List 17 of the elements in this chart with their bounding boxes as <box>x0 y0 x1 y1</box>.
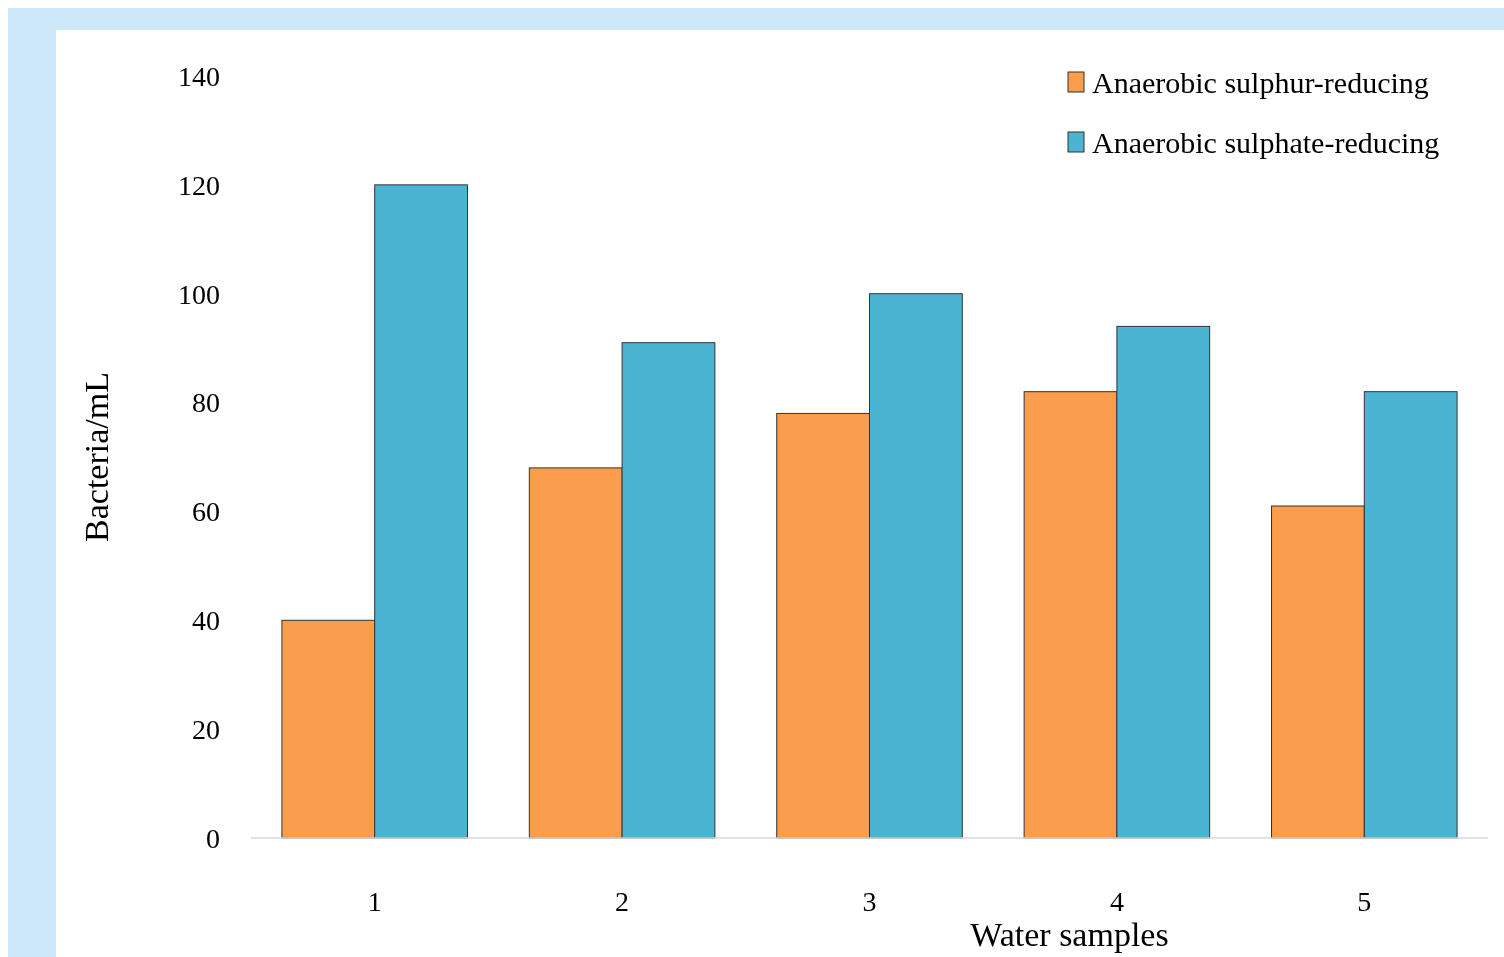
y-tick-label: 40 <box>192 605 220 637</box>
x-tick-label: 4 <box>1109 885 1124 917</box>
x-axis-title: Water samples <box>970 916 1169 953</box>
x-tick-label: 3 <box>862 885 877 917</box>
y-tick-label: 20 <box>192 713 220 745</box>
legend-label: Anaerobic sulphate-reducing <box>1092 125 1440 159</box>
y-tick-label: 100 <box>178 278 220 310</box>
x-tick-label: 2 <box>615 885 630 917</box>
y-tick-label: 80 <box>192 387 220 419</box>
y-tick-label: 120 <box>178 169 220 201</box>
y-tick-label: 0 <box>206 822 220 854</box>
legend-label: Anaerobic sulphur-reducing <box>1092 65 1429 99</box>
y-tick-label: 60 <box>192 496 220 528</box>
y-axis-title: Bacteria/mL <box>78 372 115 542</box>
x-tick-label: 1 <box>367 885 382 917</box>
x-tick-label: 5 <box>1357 885 1372 917</box>
y-tick-label: 140 <box>178 60 220 92</box>
